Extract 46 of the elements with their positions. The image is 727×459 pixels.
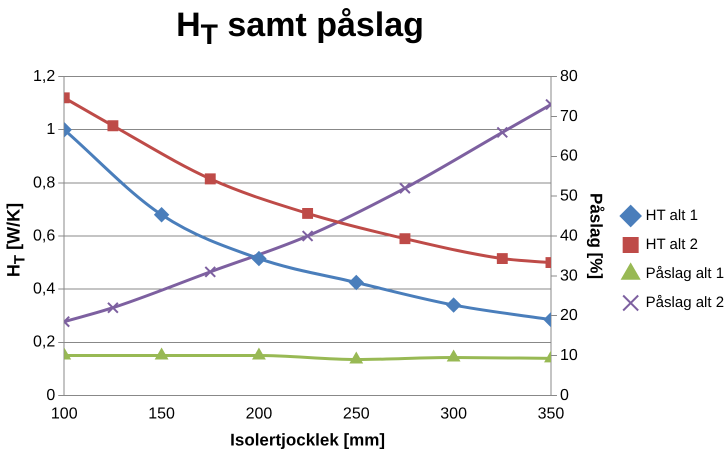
x-axis-title: Isolertjocklek [mm]	[230, 430, 386, 450]
x-tick-label: 300	[440, 405, 468, 422]
point	[302, 230, 314, 242]
y2-tick-label: 60	[560, 148, 578, 165]
point	[252, 348, 266, 360]
y2-tick-label: 20	[560, 307, 578, 324]
point	[350, 352, 363, 364]
y2-tick-label: 80	[560, 68, 578, 86]
point	[446, 298, 462, 313]
point	[302, 208, 314, 219]
x-tick-label: 150	[148, 405, 176, 422]
legend-label: Påslag alt 1	[646, 265, 724, 282]
y2-tick-label: 40	[560, 227, 578, 244]
x-tick-label: 250	[342, 405, 370, 422]
y2-axis-title: Påslag [%]	[586, 193, 606, 279]
x-tick-label: 350	[538, 405, 564, 422]
point	[496, 253, 508, 264]
y2-tick-label: 0	[560, 386, 569, 404]
y-tick-label: 0,4	[32, 280, 56, 298]
point	[348, 274, 364, 290]
legend-label: HT alt 2	[646, 236, 698, 254]
point	[399, 182, 411, 194]
y-tick-label: 0,6	[32, 227, 56, 244]
point	[107, 120, 118, 132]
point	[400, 233, 410, 244]
point	[251, 251, 266, 266]
y-tick-label: 1,2	[32, 68, 56, 86]
y2-tick-label: 10	[560, 346, 578, 364]
y-tick-label: 1	[46, 121, 56, 138]
y-tick-label: 0,8	[32, 174, 56, 192]
point	[155, 348, 168, 360]
point	[154, 207, 170, 222]
y-tick-label: 0,2	[32, 334, 56, 351]
point	[204, 173, 216, 184]
legend-label: Påslag alt 2	[646, 294, 724, 312]
y2-tick-label: 50	[560, 188, 578, 205]
legend-label: HT alt 1	[646, 207, 698, 224]
chart-title: H$_{T}$ samt påslag	[175, 6, 425, 52]
point	[496, 126, 508, 138]
point	[204, 266, 216, 278]
y2-tick-label: 70	[560, 108, 578, 125]
x-tick-label: 100	[50, 405, 78, 422]
y-tick-label: 0	[46, 386, 56, 404]
point	[447, 350, 460, 362]
y2-tick-label: 30	[560, 267, 578, 284]
x-tick-label: 200	[246, 405, 272, 422]
